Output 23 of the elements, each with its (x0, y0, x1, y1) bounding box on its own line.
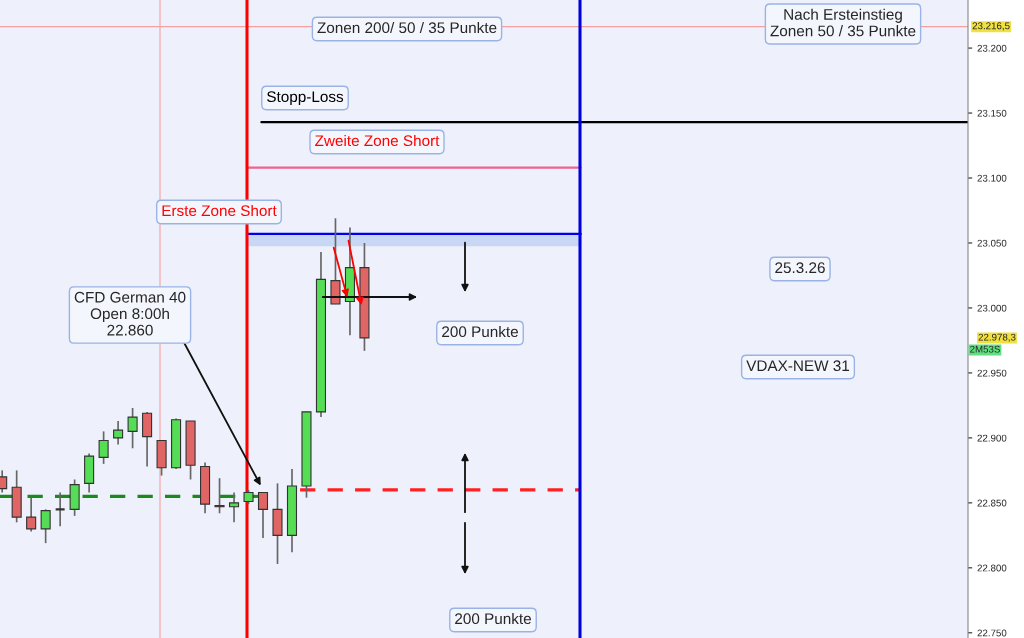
y-tick-label: 22.800 (977, 564, 1007, 572)
annotation: Zonen 200/ 50 / 35 Punkte (317, 21, 497, 34)
y-tick-label: 23.150 (977, 109, 1007, 117)
y-tick-label: 23.050 (977, 239, 1007, 247)
y-tick-label: 22.750 (977, 629, 1007, 637)
ref-line-label: 23.216,5 (972, 22, 1010, 31)
ref-line-label: Erste Zone Short (162, 204, 277, 217)
text: 22.978,3 (978, 333, 1016, 342)
annotation: CFD German 40 Open 8:00h 22.860 (74, 291, 186, 336)
annotation: VDAX-NEW 31 (746, 360, 850, 372)
text: 2M53S (970, 345, 1000, 353)
annotation: 25.3.26 (775, 262, 825, 274)
ref-line-label: Stopp-Loss (267, 91, 344, 106)
y-tick-label: 23.100 (977, 174, 1007, 182)
y-tick-label: 22.950 (977, 369, 1007, 377)
y-tick-label: 23.000 (977, 304, 1007, 312)
annotation: 200 Punkte (455, 612, 531, 625)
ref-line-label: Zweite Zone Short (315, 134, 440, 147)
y-tick-label: 22.850 (977, 499, 1007, 507)
y-tick-label: 23.200 (977, 44, 1007, 52)
annotation: 200 Punkte (442, 325, 518, 338)
y-tick-label: 22.900 (977, 434, 1007, 442)
annotation: Nach Ersteinstieg Zonen 50 / 35 Punkte (770, 8, 916, 37)
